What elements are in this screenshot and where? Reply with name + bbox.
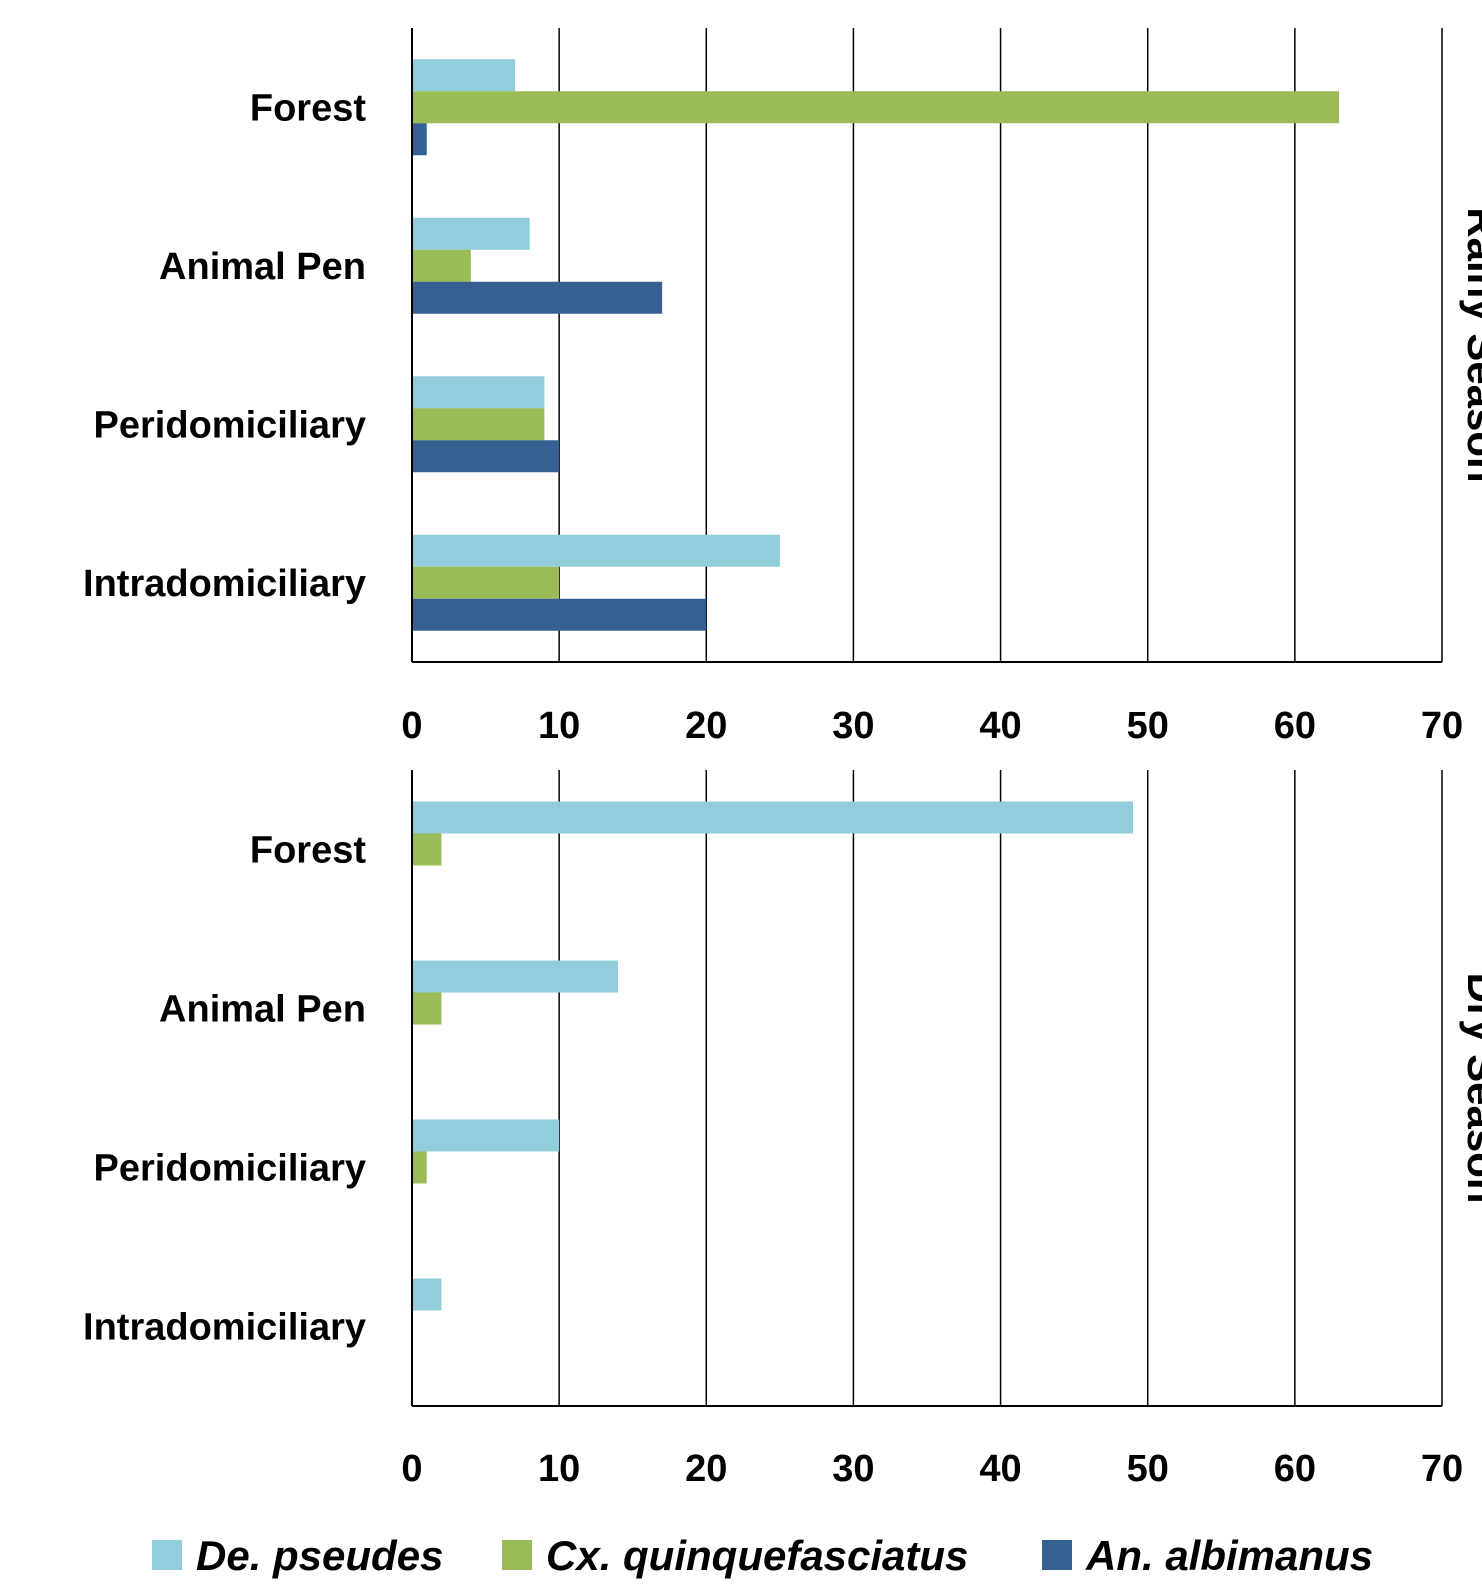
bar-forest-de-pseudes bbox=[412, 801, 1133, 834]
x-tick-label: 30 bbox=[832, 1448, 874, 1490]
bar-intradomiciliary-de-pseudes bbox=[412, 534, 780, 567]
bar-animal-pen-de-pseudes bbox=[412, 960, 618, 993]
panel-label: Rainy Season bbox=[1459, 207, 1482, 482]
x-tick-label: 0 bbox=[401, 705, 422, 747]
bar-forest-cx-quinquefasciatus bbox=[412, 91, 1339, 124]
category-label: Intradomiciliary bbox=[83, 563, 366, 605]
category-label: Intradomiciliary bbox=[83, 1307, 366, 1349]
bar-intradomiciliary-an-albimanus bbox=[412, 598, 707, 631]
bar-peridomiciliary-cx-quinquefasciatus bbox=[412, 408, 545, 441]
x-tick-label: 0 bbox=[401, 1448, 422, 1490]
legend-swatch bbox=[152, 1540, 182, 1570]
bar-animal-pen-cx-quinquefasciatus bbox=[412, 992, 442, 1025]
bar-peridomiciliary-cx-quinquefasciatus bbox=[412, 1151, 427, 1184]
x-tick-label: 50 bbox=[1127, 705, 1169, 747]
x-tick-label: 20 bbox=[685, 1448, 727, 1490]
x-tick-label: 60 bbox=[1274, 1448, 1316, 1490]
category-label: Peridomiciliary bbox=[94, 404, 366, 446]
x-tick-label: 40 bbox=[979, 1448, 1021, 1490]
legend-swatch bbox=[502, 1540, 532, 1570]
bar-peridomiciliary-de-pseudes bbox=[412, 376, 545, 409]
x-tick-label: 70 bbox=[1421, 705, 1463, 747]
x-tick-label: 10 bbox=[538, 705, 580, 747]
x-tick-label: 30 bbox=[832, 705, 874, 747]
bar-peridomiciliary-an-albimanus bbox=[412, 440, 560, 473]
x-tick-label: 60 bbox=[1274, 705, 1316, 747]
bar-peridomiciliary-de-pseudes bbox=[412, 1119, 560, 1152]
legend-swatch bbox=[1042, 1540, 1072, 1570]
bar-intradomiciliary-de-pseudes bbox=[412, 1278, 442, 1311]
legend-label: Cx. quinquefasciatus bbox=[546, 1532, 968, 1579]
category-label: Forest bbox=[250, 830, 366, 872]
x-tick-label: 20 bbox=[685, 705, 727, 747]
bar-animal-pen-an-albimanus bbox=[412, 281, 663, 314]
bar-forest-de-pseudes bbox=[412, 59, 515, 92]
panel-label: Dry Season bbox=[1459, 972, 1482, 1203]
category-label: Forest bbox=[250, 87, 366, 129]
bar-animal-pen-cx-quinquefasciatus bbox=[412, 249, 471, 282]
x-tick-label: 40 bbox=[979, 705, 1021, 747]
x-tick-label: 10 bbox=[538, 1448, 580, 1490]
category-label: Peridomiciliary bbox=[94, 1148, 366, 1190]
bar-forest-an-albimanus bbox=[412, 123, 427, 156]
category-label: Animal Pen bbox=[159, 989, 366, 1031]
x-tick-label: 70 bbox=[1421, 1448, 1463, 1490]
legend-label: De. pseudes bbox=[196, 1532, 443, 1579]
category-label: Animal Pen bbox=[159, 246, 366, 288]
bar-animal-pen-de-pseudes bbox=[412, 217, 530, 250]
legend-label: An. albimanus bbox=[1085, 1532, 1373, 1579]
bar-forest-cx-quinquefasciatus bbox=[412, 833, 442, 866]
x-tick-label: 50 bbox=[1127, 1448, 1169, 1490]
bar-intradomiciliary-cx-quinquefasciatus bbox=[412, 566, 560, 599]
